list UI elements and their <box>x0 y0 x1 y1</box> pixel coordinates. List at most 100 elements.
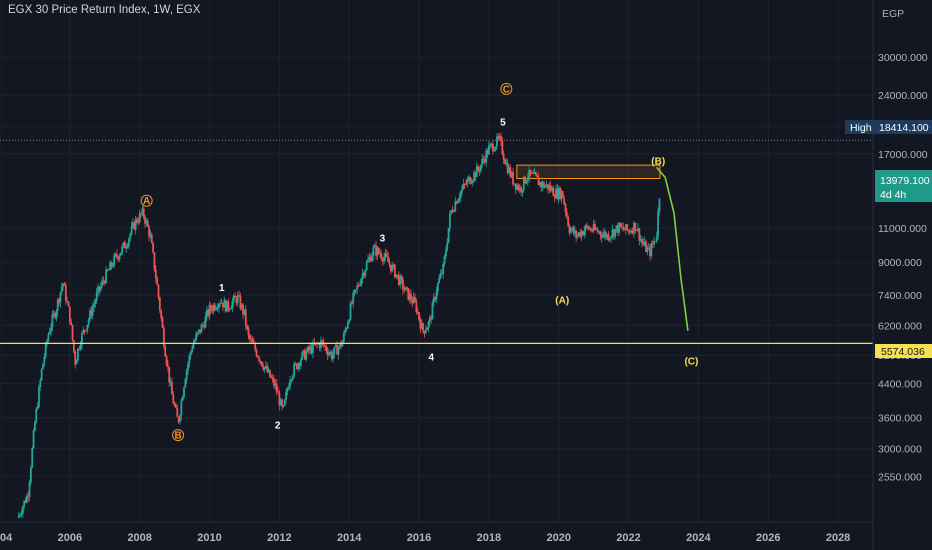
candle[interactable] <box>115 249 118 260</box>
candle[interactable] <box>463 182 466 190</box>
candle[interactable] <box>107 268 110 271</box>
candle[interactable] <box>506 158 509 175</box>
candle[interactable] <box>445 246 447 259</box>
candle[interactable] <box>164 343 167 357</box>
candle[interactable] <box>197 329 200 335</box>
candle[interactable] <box>396 274 399 280</box>
candle[interactable] <box>586 222 588 229</box>
candle[interactable] <box>32 428 35 450</box>
candle[interactable] <box>397 271 400 287</box>
candle[interactable] <box>44 341 47 359</box>
candle[interactable] <box>184 377 187 389</box>
candle[interactable] <box>391 261 394 273</box>
candle[interactable] <box>173 401 176 408</box>
candle[interactable] <box>583 226 586 239</box>
candle[interactable] <box>440 269 443 276</box>
candle[interactable] <box>330 349 333 362</box>
candle[interactable] <box>137 217 140 226</box>
candle[interactable] <box>181 395 184 402</box>
candle[interactable] <box>419 316 422 333</box>
candle[interactable] <box>559 185 561 201</box>
candle[interactable] <box>295 362 298 370</box>
candle[interactable] <box>226 301 228 312</box>
candle[interactable] <box>35 407 38 424</box>
candle[interactable] <box>200 323 203 333</box>
candle[interactable] <box>54 311 56 320</box>
candle[interactable] <box>240 302 243 311</box>
candle[interactable] <box>462 179 465 191</box>
candle[interactable] <box>244 305 247 331</box>
candle[interactable] <box>346 319 349 330</box>
candle[interactable] <box>387 251 390 263</box>
candle[interactable] <box>481 153 484 169</box>
candle[interactable] <box>581 230 584 236</box>
candle[interactable] <box>563 195 565 206</box>
candle[interactable] <box>494 146 497 152</box>
candle[interactable] <box>359 280 361 287</box>
candle[interactable] <box>383 252 386 265</box>
candle[interactable] <box>312 339 314 359</box>
candle[interactable] <box>389 264 392 275</box>
candle[interactable] <box>528 166 531 183</box>
candle[interactable] <box>513 183 516 186</box>
candle[interactable] <box>451 205 454 214</box>
candle[interactable] <box>259 360 262 366</box>
candle[interactable] <box>333 346 336 359</box>
candle[interactable] <box>352 290 355 309</box>
candle[interactable] <box>368 252 371 263</box>
candle[interactable] <box>465 179 467 186</box>
candle[interactable] <box>450 209 453 215</box>
candle[interactable] <box>269 369 271 378</box>
candle[interactable] <box>367 254 369 263</box>
candle[interactable] <box>172 391 175 404</box>
candle[interactable] <box>90 305 93 320</box>
candle[interactable] <box>435 286 438 304</box>
candle[interactable] <box>353 289 356 297</box>
candle[interactable] <box>72 339 75 354</box>
candle[interactable] <box>600 232 603 243</box>
candle[interactable] <box>310 342 313 355</box>
candle[interactable] <box>83 329 86 336</box>
candle[interactable] <box>502 150 505 164</box>
candle[interactable] <box>209 302 212 314</box>
candle[interactable] <box>303 347 306 361</box>
candle[interactable] <box>524 176 527 185</box>
candle[interactable] <box>438 274 441 284</box>
candle[interactable] <box>82 326 85 335</box>
candle[interactable] <box>175 402 177 409</box>
candle[interactable] <box>385 249 388 258</box>
candle[interactable] <box>501 137 504 156</box>
candle[interactable] <box>165 354 168 367</box>
candle[interactable] <box>475 162 478 178</box>
candle[interactable] <box>183 386 185 399</box>
candle[interactable] <box>649 243 651 261</box>
candle[interactable] <box>274 379 277 390</box>
candle[interactable] <box>539 181 541 188</box>
candle[interactable] <box>530 171 533 175</box>
candle[interactable] <box>302 349 305 357</box>
candle[interactable] <box>62 283 65 291</box>
candle[interactable] <box>305 348 308 362</box>
candle[interactable] <box>361 268 364 284</box>
candle[interactable] <box>350 299 353 305</box>
candle[interactable] <box>239 292 242 311</box>
candle[interactable] <box>439 269 442 280</box>
candle[interactable] <box>23 500 26 510</box>
candle[interactable] <box>598 230 600 235</box>
candle[interactable] <box>569 226 572 235</box>
candle[interactable] <box>567 215 570 227</box>
candle[interactable] <box>59 291 62 308</box>
candle[interactable] <box>496 133 498 150</box>
candle[interactable] <box>289 375 292 391</box>
candle[interactable] <box>136 217 138 224</box>
candle[interactable] <box>572 225 575 236</box>
candle[interactable] <box>641 236 643 248</box>
candle[interactable] <box>647 242 650 250</box>
candle[interactable] <box>373 243 376 248</box>
candle[interactable] <box>631 227 634 235</box>
candle[interactable] <box>97 283 99 297</box>
candle[interactable] <box>594 220 596 231</box>
candle[interactable] <box>424 325 427 335</box>
candle[interactable] <box>154 264 157 283</box>
candle[interactable] <box>549 180 552 193</box>
